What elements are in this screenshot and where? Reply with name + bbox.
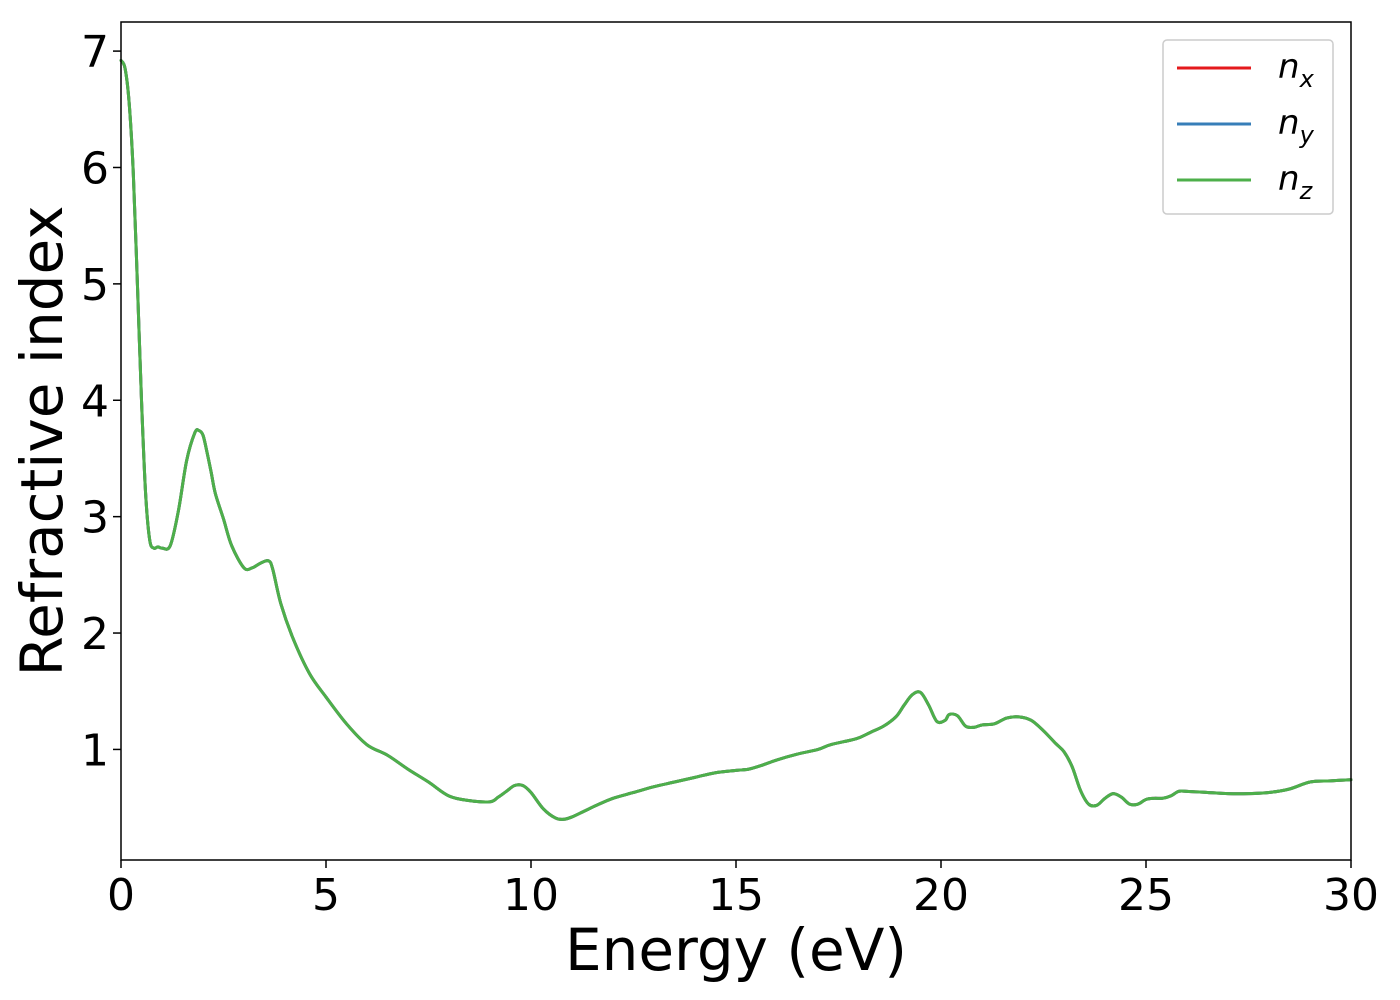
- y-axis-label: Refractive index: [8, 205, 76, 676]
- x-tick-label: 20: [913, 870, 969, 921]
- x-tick-label: 10: [503, 870, 559, 921]
- legend-box: [1162, 39, 1334, 215]
- x-tick-label: 25: [1118, 870, 1174, 921]
- series-line-z: [119, 58, 1353, 821]
- y-tick-label: 7: [81, 27, 109, 78]
- x-axis-label: Energy (eV): [565, 916, 907, 984]
- x-tick-label: 15: [708, 870, 764, 921]
- y-axis-ticks: 1 2 3 4 5 6 7: [81, 27, 121, 776]
- y-tick-label: 1: [81, 725, 109, 776]
- y-tick-label: 3: [81, 493, 109, 544]
- legend-label-x: nx: [1278, 47, 1315, 93]
- legend: nx ny nz: [1162, 39, 1334, 215]
- legend-label-z: nz: [1278, 159, 1314, 205]
- x-tick-label: 5: [312, 870, 340, 921]
- y-tick-label: 6: [81, 143, 109, 194]
- legend-label-y: ny: [1278, 103, 1315, 149]
- x-tick-label: 30: [1323, 870, 1379, 921]
- x-axis-ticks: 0 5 10 15 20 25 30: [107, 860, 1379, 921]
- x-tick-label: 0: [107, 870, 135, 921]
- y-tick-label: 4: [81, 376, 109, 427]
- plot-area: [119, 58, 1353, 821]
- y-tick-label: 2: [81, 609, 109, 660]
- plot-frame: [120, 21, 1352, 861]
- y-tick-label: 5: [81, 260, 109, 311]
